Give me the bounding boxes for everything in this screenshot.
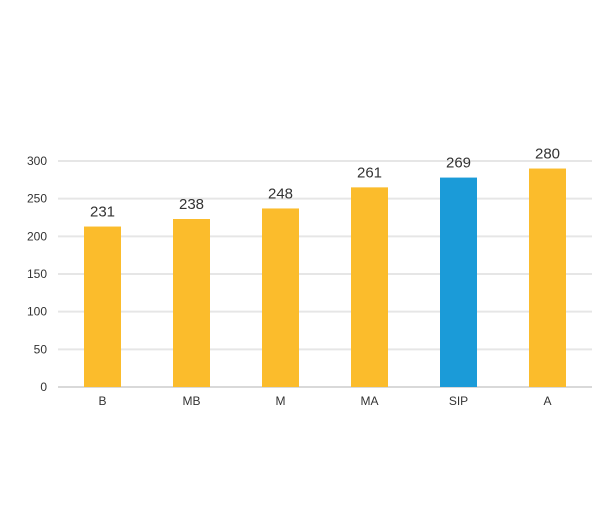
bar-m — [262, 208, 299, 387]
x-tick-label-ma: MA — [361, 394, 379, 408]
x-tick-label-b: B — [98, 394, 106, 408]
y-tick-label: 50 — [34, 342, 48, 356]
bar-ma — [351, 187, 388, 387]
x-tick-label-sip: SIP — [449, 394, 468, 408]
bar-mb — [173, 219, 210, 387]
y-axis-ticks: 0 50 100 150 200 250 300 — [27, 154, 47, 394]
data-labels: 231 238 248 261 269 280 — [90, 146, 560, 221]
x-tick-label-a: A — [543, 394, 551, 408]
data-label-sip: 269 — [446, 155, 471, 172]
bar-b — [84, 226, 121, 387]
x-tick-label-m: M — [276, 394, 286, 408]
data-label-b: 231 — [90, 204, 115, 221]
bars — [84, 168, 566, 387]
gridlines — [58, 160, 592, 388]
y-tick-label: 150 — [27, 267, 47, 281]
y-tick-label: 0 — [40, 380, 47, 394]
x-tick-label-mb: MB — [183, 394, 201, 408]
bar-a — [529, 168, 566, 387]
data-label-mb: 238 — [179, 196, 204, 213]
data-label-a: 280 — [535, 146, 560, 163]
bar-sip — [440, 177, 477, 387]
y-tick-label: 300 — [27, 154, 47, 168]
x-axis-ticks: B MB M MA SIP A — [98, 394, 551, 408]
data-label-m: 248 — [268, 185, 293, 202]
y-tick-label: 200 — [27, 229, 47, 243]
y-tick-label: 250 — [27, 192, 47, 206]
y-tick-label: 100 — [27, 305, 47, 319]
data-label-ma: 261 — [357, 164, 382, 181]
